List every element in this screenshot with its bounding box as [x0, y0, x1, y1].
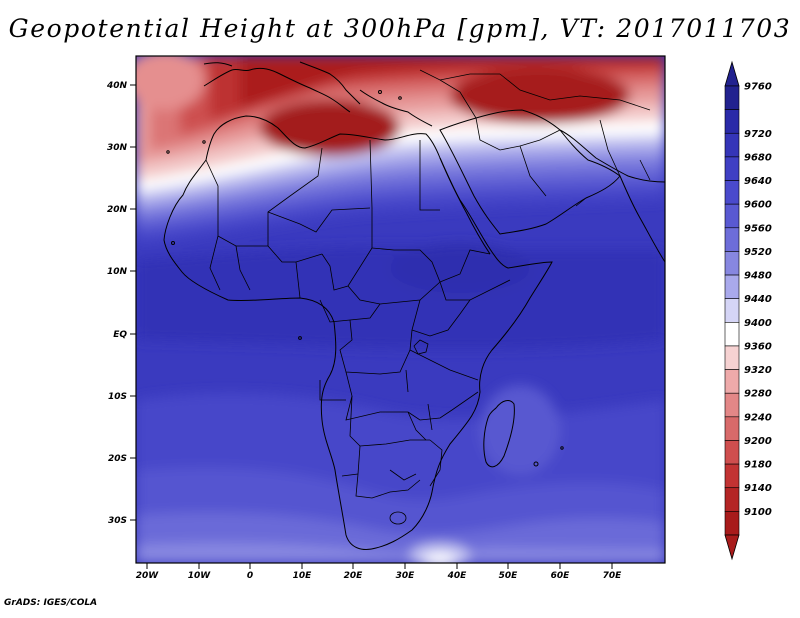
colorbar-label: 9320: [744, 365, 772, 376]
lat-label: 20N: [107, 205, 128, 215]
colorbar-segment: [724, 416, 740, 441]
lon-label: 10E: [293, 571, 313, 581]
lat-label: 40N: [106, 81, 128, 91]
height-field: [136, 56, 665, 563]
lon-label: 50E: [499, 571, 519, 581]
colorbar-segment: [724, 487, 740, 512]
lon-label: 40E: [447, 571, 468, 581]
lat-label: 30S: [108, 516, 127, 526]
colorbar-label: 9720: [744, 129, 772, 140]
colorbar-segment: [724, 345, 740, 370]
colorbar-segment: [724, 274, 740, 299]
lon-label: 10W: [188, 571, 212, 581]
colorbar-label: 9200: [744, 436, 772, 447]
colorbar-label: 9760: [744, 82, 772, 93]
colorbar-segment: [724, 463, 740, 489]
colorbar-label: 9600: [744, 200, 772, 211]
colorbar-segment: [724, 180, 740, 205]
lon-label: 70E: [603, 571, 623, 581]
lat-label: 10N: [107, 267, 128, 277]
grads-credit: GrADS: IGES/COLA: [4, 598, 98, 608]
colorbar-label: 9440: [744, 294, 772, 305]
colorbar-extend-bottom: [724, 534, 740, 561]
colorbar-label: 9240: [744, 412, 772, 423]
colorbar-segment: [724, 392, 740, 418]
colorbar-label: 9180: [744, 460, 772, 471]
colorbar-label: 9280: [744, 389, 772, 400]
colorbar-segment: [724, 251, 740, 276]
lat-label: 30N: [107, 143, 128, 153]
colorbar-segment: [724, 298, 740, 323]
colorbar-extend-top: [724, 60, 740, 87]
colorbar-segment: [724, 227, 740, 252]
colorbar-label: 9400: [744, 318, 772, 329]
colorbar-label: 9100: [744, 507, 772, 518]
colorbar-label: 9680: [744, 152, 772, 163]
lat-labels: 40N 30N 20N 10N EQ 10S 20S 30S: [106, 81, 128, 526]
lon-label: 0: [247, 571, 253, 581]
lon-labels: 20W 10W 0 10E 20E 30E 40E 50E 60E 70E: [136, 571, 622, 581]
coastlines: [163, 61, 665, 550]
lon-label: 60E: [551, 571, 571, 581]
colorbar: 9760 9720 9680 9640 9600 9560 9520 9480 9440 9400…: [724, 60, 772, 561]
colorbar-segment: [724, 109, 740, 134]
lat-label: EQ: [113, 330, 127, 340]
colorbar-segment: [724, 322, 740, 347]
colorbar-segment: [724, 203, 740, 229]
lat-label: 20S: [108, 454, 127, 464]
colorbar-label: 9640: [744, 176, 772, 187]
lon-label: 30E: [396, 571, 416, 581]
country-borders: [205, 69, 651, 525]
map-frame: [135, 55, 666, 564]
colorbar-label: 9560: [744, 223, 772, 234]
colorbar-segment: [724, 511, 740, 536]
colorbar-segment: [724, 85, 740, 110]
colorbar-label: 9520: [744, 247, 772, 258]
lon-label: 20E: [344, 571, 364, 581]
colorbar-label: 9480: [744, 271, 772, 282]
colorbar-segment: [724, 440, 740, 465]
colorbar-segment: [724, 132, 740, 158]
map-title: Geopotential Height at 300hPa [gpm], VT:…: [8, 14, 792, 43]
colorbar-segment: [724, 369, 740, 394]
colorbar-label: 9360: [744, 341, 772, 352]
map-panel: [136, 56, 665, 563]
lon-label: 20W: [136, 571, 160, 581]
lat-label: 10S: [108, 392, 127, 402]
colorbar-segment: [724, 156, 740, 181]
colorbar-label: 9140: [744, 483, 772, 494]
axis-ticks: [130, 84, 613, 569]
